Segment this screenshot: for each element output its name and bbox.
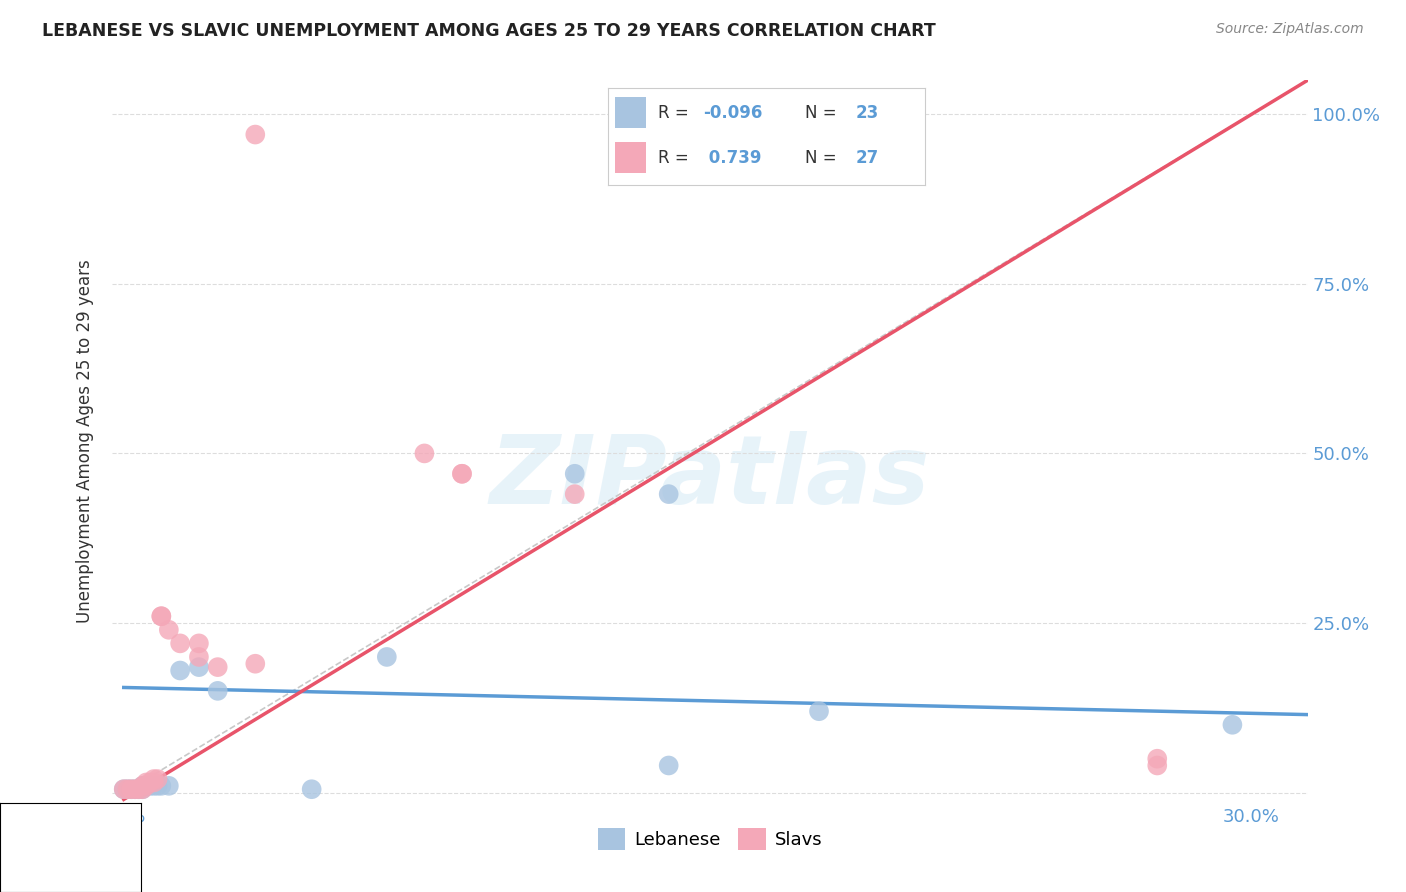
Point bbox=[187, 649, 209, 664]
Point bbox=[131, 782, 153, 797]
Point bbox=[128, 782, 150, 797]
Point bbox=[131, 782, 153, 797]
Point bbox=[301, 782, 323, 797]
Point bbox=[131, 779, 153, 793]
Text: Source: ZipAtlas.com: Source: ZipAtlas.com bbox=[1216, 22, 1364, 37]
Point bbox=[245, 128, 267, 142]
Point bbox=[1222, 718, 1244, 732]
Point bbox=[564, 467, 586, 481]
Point bbox=[112, 782, 135, 797]
Point bbox=[146, 772, 169, 786]
Point bbox=[1146, 758, 1168, 772]
Point bbox=[169, 664, 191, 678]
Point bbox=[117, 782, 139, 797]
Point bbox=[375, 649, 398, 664]
Point bbox=[207, 684, 229, 698]
Point bbox=[128, 782, 150, 797]
Point bbox=[413, 446, 436, 460]
Y-axis label: Unemployment Among Ages 25 to 29 years: Unemployment Among Ages 25 to 29 years bbox=[76, 260, 94, 624]
Point bbox=[157, 623, 180, 637]
Point bbox=[150, 609, 173, 624]
Point bbox=[207, 660, 229, 674]
Point bbox=[120, 782, 142, 797]
Point bbox=[124, 782, 146, 797]
Point bbox=[135, 775, 157, 789]
Point bbox=[187, 660, 209, 674]
Point bbox=[658, 487, 681, 501]
Point bbox=[245, 657, 267, 671]
Point bbox=[808, 704, 831, 718]
Point bbox=[564, 487, 586, 501]
Point bbox=[451, 467, 474, 481]
Point bbox=[131, 779, 153, 793]
Point bbox=[187, 636, 209, 650]
Point bbox=[150, 779, 173, 793]
Point bbox=[142, 775, 165, 789]
Point bbox=[139, 779, 162, 793]
Point bbox=[124, 782, 146, 797]
Point bbox=[157, 779, 180, 793]
Point bbox=[146, 779, 169, 793]
Point bbox=[150, 609, 173, 624]
Point bbox=[169, 636, 191, 650]
Point bbox=[451, 467, 474, 481]
Point bbox=[112, 782, 135, 797]
Point bbox=[1146, 752, 1168, 766]
Point bbox=[135, 779, 157, 793]
Point bbox=[658, 758, 681, 772]
Text: ZIPatlas: ZIPatlas bbox=[489, 431, 931, 524]
Point bbox=[135, 779, 157, 793]
Point bbox=[142, 772, 165, 786]
Point bbox=[139, 775, 162, 789]
Point bbox=[117, 782, 139, 797]
Point bbox=[120, 782, 142, 797]
Legend: Lebanese, Slavs: Lebanese, Slavs bbox=[589, 819, 831, 859]
Point bbox=[142, 779, 165, 793]
Text: LEBANESE VS SLAVIC UNEMPLOYMENT AMONG AGES 25 TO 29 YEARS CORRELATION CHART: LEBANESE VS SLAVIC UNEMPLOYMENT AMONG AG… bbox=[42, 22, 936, 40]
